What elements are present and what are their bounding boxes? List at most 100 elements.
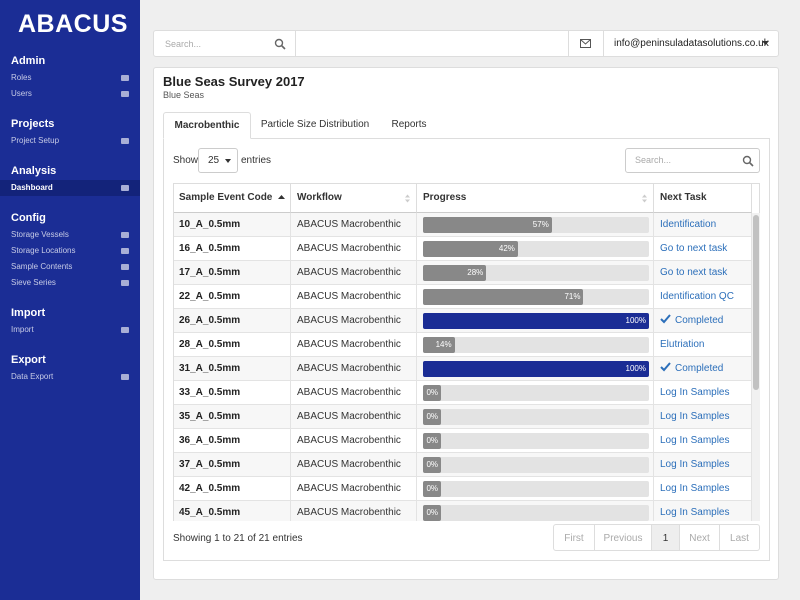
workflow: ABACUS Macrobenthic: [291, 237, 417, 261]
next-task-label[interactable]: Completed: [675, 363, 724, 374]
next-task[interactable]: Completed: [654, 357, 752, 381]
next-task-label[interactable]: Go to next task: [660, 267, 728, 278]
next-task-label[interactable]: Log In Samples: [660, 387, 730, 398]
table-row: 26_A_0.5mm ABACUS Macrobenthic 100% Complet…: [174, 309, 752, 333]
page-button[interactable]: First: [553, 524, 595, 551]
menu-section: Config Storage Vessels Storage Locations Sa…: [0, 210, 140, 291]
workflow: ABACUS Macrobenthic: [291, 285, 417, 309]
next-task-label[interactable]: Log In Samples: [660, 483, 730, 494]
table-row: 28_A_0.5mm ABACUS Macrobenthic 14% Elutriat…: [174, 333, 752, 357]
tab[interactable]: Particle Size Distribution: [260, 119, 370, 130]
sample-code: 45_A_0.5mm: [174, 501, 291, 521]
menu-item[interactable]: Users: [0, 86, 140, 102]
sample-code: 36_A_0.5mm: [174, 429, 291, 453]
menu-item[interactable]: Storage Locations: [0, 243, 140, 259]
next-task[interactable]: Go to next task: [654, 237, 752, 261]
menu-item[interactable]: Dashboard: [0, 180, 140, 196]
next-task-label[interactable]: Completed: [675, 315, 724, 326]
workflow: ABACUS Macrobenthic: [291, 333, 417, 357]
sample-code: 28_A_0.5mm: [174, 333, 291, 357]
sample-code: 26_A_0.5mm: [174, 309, 291, 333]
next-task-label[interactable]: Identification: [660, 219, 717, 230]
tab[interactable]: Macrobenthic: [163, 112, 251, 139]
next-task-label[interactable]: Log In Samples: [660, 459, 730, 470]
workflow: ABACUS Macrobenthic: [291, 501, 417, 521]
progress-track: 28%: [423, 265, 649, 281]
sample-code: 22_A_0.5mm: [174, 285, 291, 309]
table-search[interactable]: Search...: [625, 148, 760, 173]
table: Sample Event Code Workflow Progress Next Ta…: [173, 183, 760, 521]
next-task[interactable]: Completed: [654, 309, 752, 333]
mail-icon[interactable]: [580, 39, 591, 48]
progress-cell: 100%: [417, 309, 654, 333]
scrollbar[interactable]: [752, 213, 760, 521]
progress-bar: 0%: [423, 481, 441, 497]
tab[interactable]: Reports: [391, 119, 427, 130]
table-row: 17_A_0.5mm ABACUS Macrobenthic 28% Go to ne…: [174, 261, 752, 285]
next-task[interactable]: Elutriation: [654, 333, 752, 357]
next-task-label[interactable]: Go to next task: [660, 243, 728, 254]
menu-item[interactable]: Data Export: [0, 369, 140, 385]
top-bar: Search... info@peninsuladatasolutions.co…: [153, 30, 779, 57]
workflow: ABACUS Macrobenthic: [291, 309, 417, 333]
next-task-label[interactable]: Elutriation: [660, 339, 705, 350]
next-task-label[interactable]: Log In Samples: [660, 435, 730, 446]
page-button[interactable]: Previous: [595, 524, 652, 551]
page-button[interactable]: Next: [680, 524, 720, 551]
progress-bar: 0%: [423, 433, 441, 449]
next-task[interactable]: Log In Samples: [654, 501, 752, 521]
menu-item[interactable]: Roles: [0, 70, 140, 86]
progress-bar: 57%: [423, 217, 552, 233]
menu-item[interactable]: Sieve Series: [0, 275, 140, 291]
menu-item-label: Roles: [11, 73, 32, 82]
workflow: ABACUS Macrobenthic: [291, 405, 417, 429]
menu-section: Import Import: [0, 305, 140, 338]
menu-item[interactable]: Project Setup: [0, 133, 140, 149]
menu-item[interactable]: Storage Vessels: [0, 227, 140, 243]
page-button[interactable]: Last: [720, 524, 760, 551]
next-task[interactable]: Log In Samples: [654, 453, 752, 477]
section-title: Projects: [11, 118, 55, 130]
progress-bar: 0%: [423, 409, 441, 425]
section-title: Export: [11, 354, 46, 366]
logo[interactable]: ABACUS: [18, 10, 128, 38]
progress-bar: 100%: [423, 361, 649, 377]
entries-label: entries: [241, 155, 272, 166]
column-header[interactable]: Next Task: [654, 184, 752, 213]
menu-item[interactable]: Import: [0, 322, 140, 338]
dropdown-caret[interactable]: [762, 41, 769, 46]
column-header[interactable]: Progress: [417, 184, 654, 213]
search-input[interactable]: Search...: [165, 39, 202, 49]
next-task[interactable]: Log In Samples: [654, 381, 752, 405]
page-button[interactable]: 1: [652, 524, 680, 551]
next-task-label[interactable]: Identification QC: [660, 291, 734, 302]
user-email[interactable]: info@peninsuladatasolutions.co.uk: [614, 38, 769, 49]
progress-track: 0%: [423, 481, 649, 497]
progress-track: 100%: [423, 313, 649, 329]
progress-cell: 71%: [417, 285, 654, 309]
table-row: 45_A_0.5mm ABACUS Macrobenthic 0% Log In Sa…: [174, 501, 752, 521]
next-task-label[interactable]: Log In Samples: [660, 507, 730, 518]
menu-item[interactable]: Sample Contents: [0, 259, 140, 275]
workflow: ABACUS Macrobenthic: [291, 357, 417, 381]
sample-code: 31_A_0.5mm: [174, 357, 291, 381]
next-task[interactable]: Identification: [654, 213, 752, 237]
next-task[interactable]: Log In Samples: [654, 477, 752, 501]
next-task[interactable]: Log In Samples: [654, 429, 752, 453]
search-icon[interactable]: [274, 38, 286, 50]
table-row: 16_A_0.5mm ABACUS Macrobenthic 42% Go to ne…: [174, 237, 752, 261]
column-header[interactable]: Sample Event Code: [174, 184, 291, 213]
progress-track: 100%: [423, 361, 649, 377]
column-header[interactable]: Workflow: [291, 184, 417, 213]
progress-track: 0%: [423, 409, 649, 425]
menu-section: Export Data Export: [0, 352, 140, 385]
next-task-label[interactable]: Log In Samples: [660, 411, 730, 422]
next-task[interactable]: Go to next task: [654, 261, 752, 285]
entries-select[interactable]: 25: [198, 148, 238, 173]
next-task[interactable]: Identification QC: [654, 285, 752, 309]
menu-icon: [121, 264, 129, 270]
next-task[interactable]: Log In Samples: [654, 405, 752, 429]
progress-label: 57%: [532, 220, 549, 229]
menu-item-label: Users: [11, 89, 32, 98]
